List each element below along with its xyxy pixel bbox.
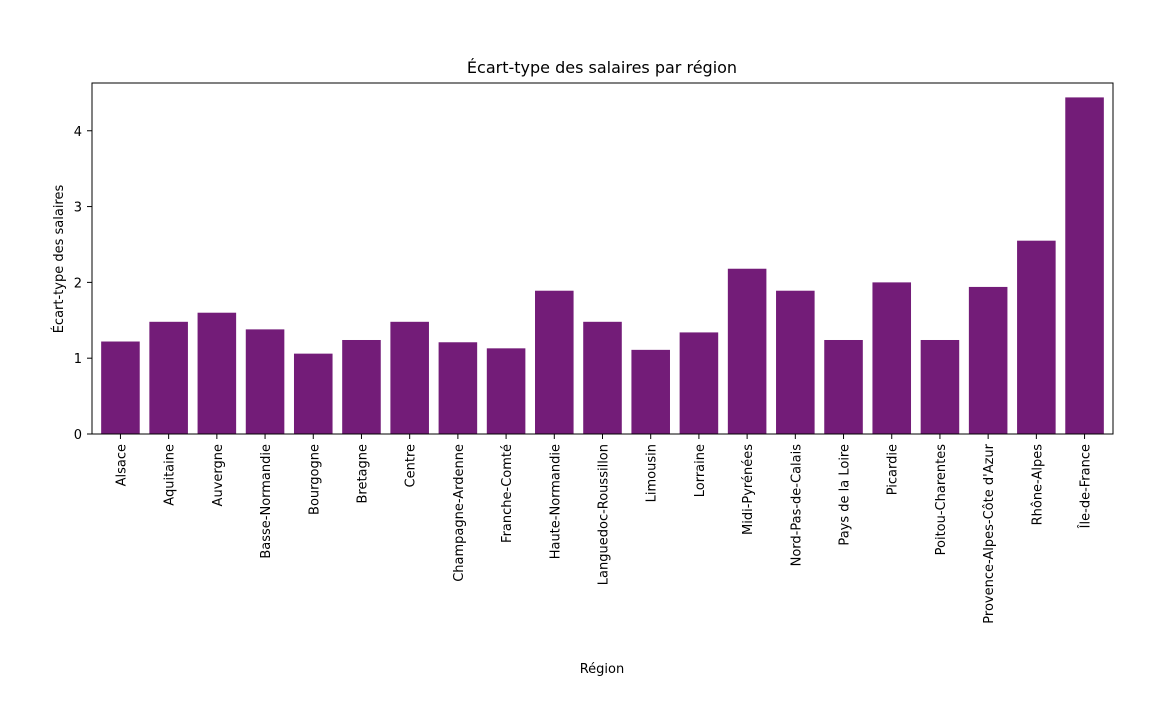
x-tick-label: Franche-Comté bbox=[500, 444, 515, 543]
x-tick-label: Île-de-France bbox=[1078, 444, 1094, 529]
bar bbox=[438, 342, 478, 434]
x-tick-label: Limousin bbox=[645, 444, 660, 502]
bar bbox=[1017, 240, 1056, 434]
bars-group bbox=[101, 97, 1104, 435]
x-tick-label: Midi-Pyrénées bbox=[741, 444, 756, 535]
x-tick-label: Poitou-Charentes bbox=[934, 444, 949, 556]
x-tick-label: Languedoc-Roussillon bbox=[597, 444, 612, 585]
x-tick-label: Lorraine bbox=[693, 444, 708, 497]
bar bbox=[293, 353, 333, 434]
x-tick-label: Picardie bbox=[886, 444, 901, 495]
y-tick-label: 0 bbox=[74, 428, 82, 443]
y-tick-label: 2 bbox=[74, 276, 82, 291]
bar bbox=[390, 321, 429, 434]
y-tick-label: 1 bbox=[74, 352, 82, 367]
bar bbox=[776, 290, 815, 434]
x-tick-label: Rhône-Alpes bbox=[1030, 444, 1045, 526]
bar bbox=[486, 348, 526, 434]
x-axis-label: Région bbox=[580, 662, 625, 677]
x-tick-label: Basse-Normandie bbox=[259, 444, 274, 559]
x-tick-label: Alsace bbox=[114, 444, 129, 486]
bar bbox=[535, 290, 574, 434]
x-tick-label: Aquitaine bbox=[163, 444, 178, 506]
x-tick-label: Champagne-Ardenne bbox=[452, 444, 467, 582]
x-tick-label: Nord-Pas-de-Calais bbox=[789, 444, 804, 567]
bar bbox=[872, 282, 912, 434]
x-tick-label: Provence-Alpes-Côte d'Azur bbox=[982, 443, 997, 623]
chart-title: Écart-type des salaires par région bbox=[467, 58, 737, 77]
bar bbox=[149, 321, 188, 434]
y-tick-label: 3 bbox=[74, 201, 82, 216]
bar bbox=[968, 286, 1008, 434]
bar bbox=[101, 341, 140, 434]
plot-frame bbox=[91, 82, 1114, 435]
x-tick-label: Pays de la Loire bbox=[838, 444, 853, 546]
x-tick-label: Haute-Normandie bbox=[548, 444, 563, 559]
bar bbox=[245, 329, 285, 434]
x-tick-label: Bretagne bbox=[355, 444, 370, 504]
bar bbox=[631, 349, 670, 434]
bar bbox=[197, 312, 237, 434]
bar bbox=[679, 332, 719, 434]
y-axis-label: Écart-type des salaires bbox=[51, 185, 67, 334]
y-axis: 0 1 2 3 4 bbox=[74, 125, 92, 443]
y-tick-label: 4 bbox=[74, 125, 82, 140]
bar bbox=[727, 268, 767, 434]
x-tick-label: Bourgogne bbox=[307, 444, 322, 515]
x-tick-label: Centre bbox=[404, 444, 419, 487]
x-tick-label: Auvergne bbox=[211, 444, 226, 506]
bar bbox=[920, 339, 960, 434]
bar bbox=[583, 321, 622, 434]
bar bbox=[342, 339, 381, 434]
x-axis: Alsace Aquitaine Auvergne Basse-Normandie Bo… bbox=[114, 434, 1094, 624]
bar bbox=[1065, 97, 1104, 435]
bar bbox=[824, 339, 863, 434]
